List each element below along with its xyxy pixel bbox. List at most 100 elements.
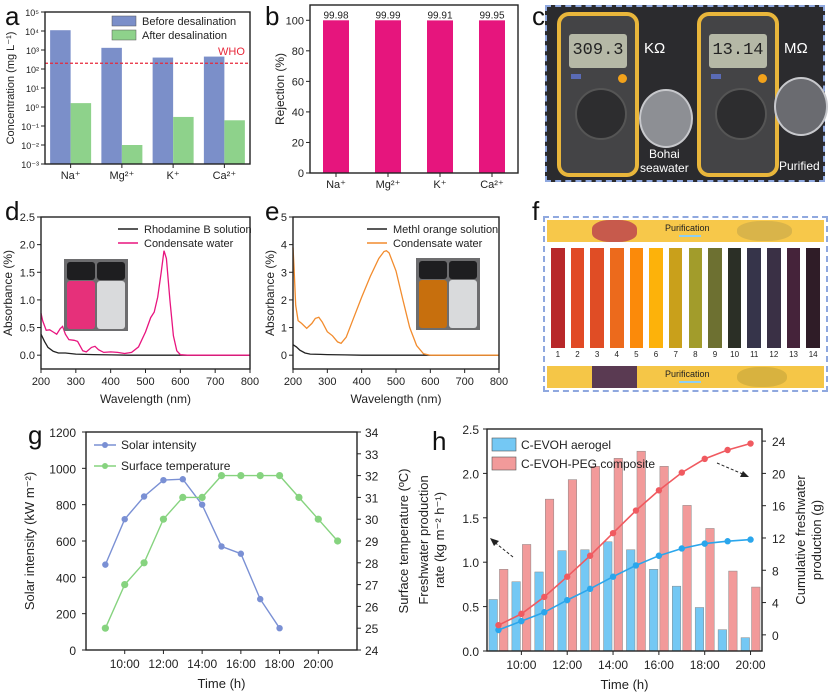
ph-number: 9 — [712, 350, 718, 359]
legend-label: Methl orange solution — [393, 224, 498, 236]
y2-tick-label: 26 — [365, 600, 379, 614]
point-surface-temperature — [198, 493, 206, 501]
multimeter-right: 13.14 — [697, 12, 779, 177]
vial-condensate-water — [97, 281, 125, 329]
y2-axis-label-line: production (g) — [809, 500, 824, 580]
point-peg-cumulative — [632, 507, 640, 514]
y-tick-label: 5 — [281, 212, 287, 224]
point-surface-temperature — [295, 493, 303, 501]
point-peg-cumulative — [678, 469, 685, 476]
panel-c-photo: 309.3 KΩ Bohai seawater 13.14 MΩ Purifie… — [545, 5, 828, 182]
legend-marker — [102, 442, 108, 448]
point-solar-intensity — [257, 595, 264, 603]
x-tick-label: 16:00 — [226, 657, 256, 671]
x-tick-label: 14:00 — [187, 657, 217, 671]
bar-before — [203, 56, 225, 165]
y2-tick-label: 25 — [365, 622, 379, 636]
multimeter-left: 309.3 — [557, 12, 639, 177]
panel-f-ph-strips: Purification 1 2 3 4 5 6 7 8 9 10 11 12 13 14 Purific… — [543, 216, 828, 392]
panel-label-c: c — [532, 1, 545, 31]
x-tick-label: 300 — [318, 376, 336, 388]
y2-tick-label: 28 — [365, 557, 379, 571]
point-solar-intensity — [121, 516, 128, 523]
y2-tick-label: 4 — [772, 597, 779, 611]
bar-peg-composite — [613, 458, 623, 652]
bar-peg-composite — [728, 570, 738, 652]
x-tick-label: 20:00 — [736, 658, 766, 672]
line-peg-cumulative — [498, 442, 751, 626]
y2-tick-label: 34 — [365, 426, 379, 440]
ph-test-strip-bottom: Purification — [547, 366, 824, 388]
stain-yellow-bottom — [737, 367, 787, 387]
arrow-right-icon-top — [679, 235, 701, 237]
chart-g-solar-temperature: 10:00 12:00 14:00 16:00 18:00 20:00 0 200 400 600… — [22, 426, 411, 691]
bar-rejection — [427, 20, 453, 173]
point-aerogel-cumulative — [609, 573, 617, 580]
y2-axis-label-line: Cumulative freshwater — [793, 475, 808, 605]
ph-number: 5 — [634, 350, 639, 359]
stain-purple — [592, 366, 637, 388]
ph-swatch — [551, 248, 565, 348]
line-solar-intensity — [104, 478, 281, 629]
ph-number: 10 — [730, 350, 740, 359]
chart-d-rhodamine: 200 300 400 500 600 700 800 0.0 0.5 1.0 1.5 2.0 2.5 W… — [1, 212, 259, 406]
y-tick-label: 1.5 — [20, 267, 35, 279]
data-label: 99.91 — [427, 10, 452, 21]
x-tick-label: 20:00 — [303, 657, 333, 671]
legend-label: Condensate water — [393, 238, 483, 250]
point-surface-temperature — [101, 624, 109, 632]
point-surface-temperature — [256, 472, 264, 480]
point-solar-intensity — [276, 625, 283, 632]
point-aerogel-cumulative — [586, 585, 594, 593]
bar-aerogel — [717, 629, 727, 652]
vial-condensate-water — [449, 280, 477, 328]
ph-number: 13 — [789, 350, 798, 359]
arrow-right-icon-bottom — [679, 381, 701, 383]
point-peg-cumulative — [747, 440, 754, 447]
y2-tick-label: 27 — [365, 579, 379, 593]
x-tick-label: 200 — [32, 376, 50, 388]
y-tick-label: 200 — [56, 608, 76, 622]
bar-peg-composite — [545, 498, 555, 652]
bar-aerogel — [603, 541, 613, 652]
x-tick-label: 400 — [352, 376, 370, 388]
y2-tick-label: 16 — [772, 500, 786, 514]
bar-before — [50, 30, 71, 165]
legend-label: C-EVOH-PEG composite — [521, 457, 655, 471]
ph-number: 3 — [594, 350, 600, 359]
point-solar-intensity — [218, 543, 225, 550]
purified-dish — [774, 77, 828, 136]
y-axis-label-line: rate (kg m⁻² h⁻¹) — [432, 492, 447, 588]
y-tick-label: 10⁻³ — [21, 160, 39, 170]
legend-label: Surface temperature — [121, 459, 231, 473]
point-aerogel-cumulative — [724, 538, 731, 545]
bar-peg-composite — [499, 569, 509, 652]
ph-number: 12 — [769, 350, 779, 359]
ph-number: 2 — [575, 350, 580, 359]
point-surface-temperature — [159, 515, 168, 523]
legend-swatch — [491, 437, 517, 452]
plot-frame — [309, 4, 519, 174]
x-tick-label: 500 — [136, 376, 154, 388]
panel-label-d: d — [5, 196, 20, 226]
y-tick-label: 1 — [281, 323, 287, 335]
point-aerogel-cumulative — [518, 617, 525, 625]
ph-swatch — [727, 248, 742, 348]
y2-tick-label: 24 — [772, 435, 786, 449]
x-tick-label: 200 — [284, 376, 302, 388]
legend-label: Rhodamine B solution — [144, 224, 252, 236]
y-axis-label-line: Freshwater production — [416, 475, 431, 604]
point-peg-cumulative — [724, 446, 731, 454]
orange-button-right — [758, 74, 767, 83]
x-axis-label: Wavelength (nm) — [100, 392, 191, 406]
point-peg-cumulative — [495, 621, 502, 629]
legend-label: C-EVOH aerogel — [521, 438, 611, 452]
x-tick-label: 10:00 — [110, 657, 140, 671]
point-surface-temperature — [275, 472, 284, 480]
ph-swatch — [668, 248, 683, 348]
y2-tick-label: 0 — [772, 629, 779, 643]
legend-swatch — [111, 15, 137, 27]
ph-swatch — [570, 248, 585, 348]
point-aerogel-cumulative — [632, 562, 640, 569]
x-tick-label: 600 — [171, 376, 189, 388]
